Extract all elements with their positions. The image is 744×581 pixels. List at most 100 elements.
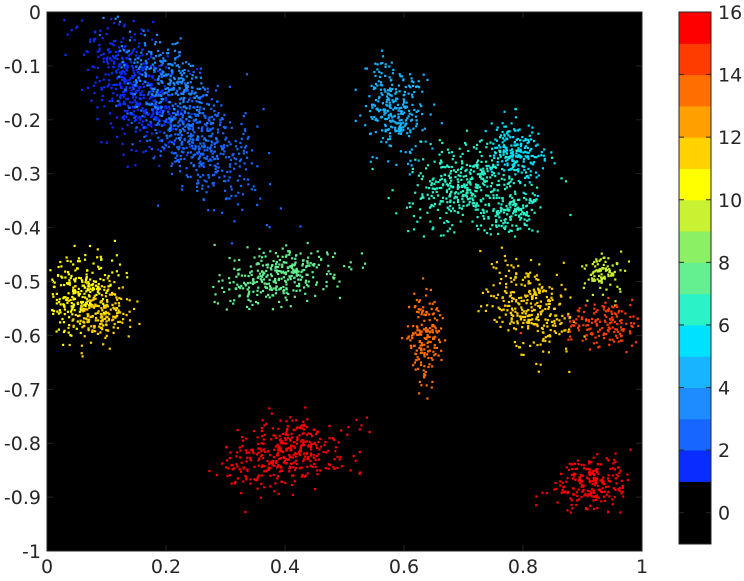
data-point (153, 70, 156, 73)
data-point (180, 142, 183, 145)
data-point (598, 259, 601, 262)
data-point (560, 472, 563, 476)
data-point (425, 294, 428, 297)
data-point (100, 294, 104, 297)
data-point (494, 152, 497, 155)
data-point (260, 450, 263, 453)
data-point (423, 352, 426, 355)
data-point (433, 317, 436, 320)
data-point (614, 452, 617, 455)
data-point (426, 334, 429, 337)
data-point (492, 266, 495, 269)
data-point (524, 276, 527, 279)
data-point (112, 84, 115, 87)
data-point (123, 81, 126, 84)
data-point (586, 489, 589, 492)
data-point (265, 275, 268, 278)
data-point (252, 15, 256, 18)
data-point (295, 274, 299, 277)
data-point (160, 114, 164, 117)
data-point (505, 137, 508, 140)
data-point (252, 30, 255, 33)
data-point (289, 305, 292, 308)
data-point (191, 100, 194, 103)
data-point (501, 122, 504, 125)
data-point (185, 83, 188, 86)
data-point (585, 264, 588, 267)
data-point (229, 170, 232, 173)
data-point (603, 490, 607, 493)
data-point (185, 124, 188, 127)
data-point (85, 301, 88, 304)
data-point (89, 290, 92, 293)
data-point (81, 310, 84, 313)
data-point (198, 165, 201, 168)
data-point (97, 283, 100, 286)
data-point (492, 295, 495, 298)
data-point (140, 93, 143, 96)
data-point (117, 320, 120, 324)
data-point (257, 72, 260, 75)
data-point (153, 68, 156, 71)
data-point (593, 279, 596, 282)
data-point (98, 47, 101, 50)
data-point (143, 115, 146, 118)
data-point (594, 319, 597, 322)
data-point (288, 251, 291, 254)
data-point (420, 347, 423, 350)
data-point (199, 76, 202, 79)
data-point (540, 151, 543, 154)
data-point (290, 483, 293, 487)
data-point (438, 203, 441, 206)
data-point (588, 460, 591, 463)
data-point (620, 479, 623, 482)
data-point (508, 175, 511, 178)
data-point (250, 448, 253, 451)
data-point (117, 50, 120, 53)
data-point (86, 86, 89, 89)
data-point (424, 313, 427, 317)
data-point (515, 207, 519, 211)
data-point (372, 103, 375, 106)
data-point (562, 261, 565, 264)
data-point (515, 300, 518, 303)
data-point (167, 141, 170, 144)
data-point (517, 153, 520, 157)
data-point (202, 165, 205, 168)
data-point (209, 123, 212, 126)
data-point (492, 172, 495, 175)
data-point (319, 437, 322, 440)
data-point (310, 448, 313, 451)
data-point (135, 101, 139, 105)
data-point (486, 167, 489, 170)
data-point (74, 269, 77, 272)
data-point (185, 107, 188, 110)
x-axis: 0 0.2 0.4 0.6 0.8 1 (41, 12, 648, 578)
data-point (165, 91, 168, 94)
data-point (215, 171, 218, 174)
data-point (109, 284, 112, 287)
data-point (607, 477, 610, 480)
data-point (197, 110, 200, 113)
data-point (471, 202, 474, 205)
data-point (106, 58, 109, 61)
data-point (153, 118, 156, 121)
data-point (186, 81, 189, 84)
data-point (211, 127, 214, 130)
data-point (294, 452, 297, 455)
data-point (133, 33, 136, 36)
data-point (300, 466, 303, 469)
data-point (573, 324, 576, 327)
data-point (187, 63, 190, 66)
data-point (177, 51, 180, 54)
data-point (94, 37, 97, 40)
data-point (271, 461, 275, 464)
data-point (461, 162, 464, 165)
data-point (278, 288, 281, 291)
data-point (68, 316, 71, 319)
data-point (510, 178, 513, 181)
data-point (257, 442, 260, 446)
data-point (245, 478, 248, 481)
data-point (64, 270, 67, 273)
